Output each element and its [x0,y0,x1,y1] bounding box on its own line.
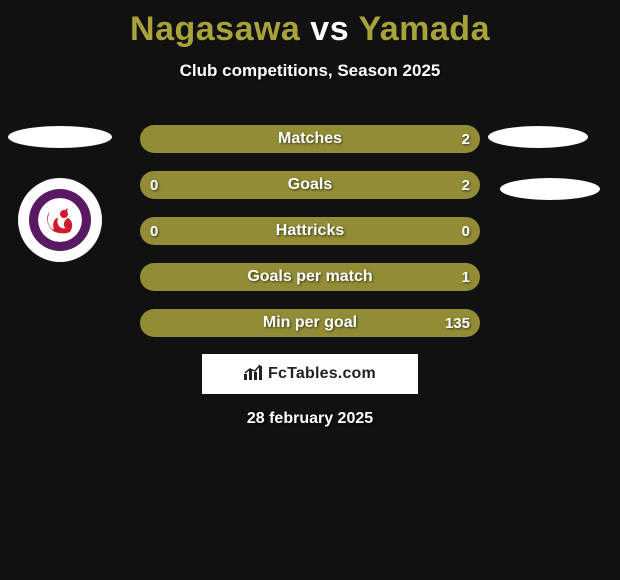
brand-box: FcTables.com [202,354,418,394]
stat-right-value: 2 [462,177,470,194]
stat-label: Min per goal [263,314,357,332]
stat-row: Min per goal 135 [140,309,480,337]
stat-left-value: 0 [150,177,158,194]
stats-container: Matches 2 0 Goals 2 0 Hattricks 0 Goals per matc… [140,125,480,355]
stat-row: 0 Goals 2 [140,171,480,199]
stat-row: 0 Hattricks 0 [140,217,480,245]
lion-icon [38,198,82,242]
title-vs: vs [300,10,358,48]
page-title: Nagasawa vs Yamada [0,0,620,49]
stat-left-value: 0 [150,223,158,240]
stat-row: Goals per match 1 [140,263,480,291]
stat-right-value: 1 [462,269,470,286]
stat-label: Goals [288,176,332,194]
title-left: Nagasawa [130,10,300,48]
stat-right-value: 0 [462,223,470,240]
date-text: 28 february 2025 [0,410,620,428]
title-right: Yamada [358,10,490,48]
stat-row: Matches 2 [140,125,480,153]
placeholder-ellipse-left [8,126,112,148]
stat-right-value: 135 [445,315,470,332]
brand-text: FcTables.com [268,365,376,383]
stat-label: Hattricks [276,222,344,240]
crest-center [38,198,82,242]
team-crest [18,178,102,262]
placeholder-ellipse-right-2 [500,178,600,200]
subtitle: Club competitions, Season 2025 [0,61,620,81]
placeholder-ellipse-right-1 [488,126,588,148]
crest-outer-ring [18,178,102,262]
stat-right-value: 2 [462,131,470,148]
stat-label: Matches [278,130,342,148]
stat-label: Goals per match [247,268,372,286]
chart-icon [244,364,264,385]
crest-inner-ring [29,189,91,251]
